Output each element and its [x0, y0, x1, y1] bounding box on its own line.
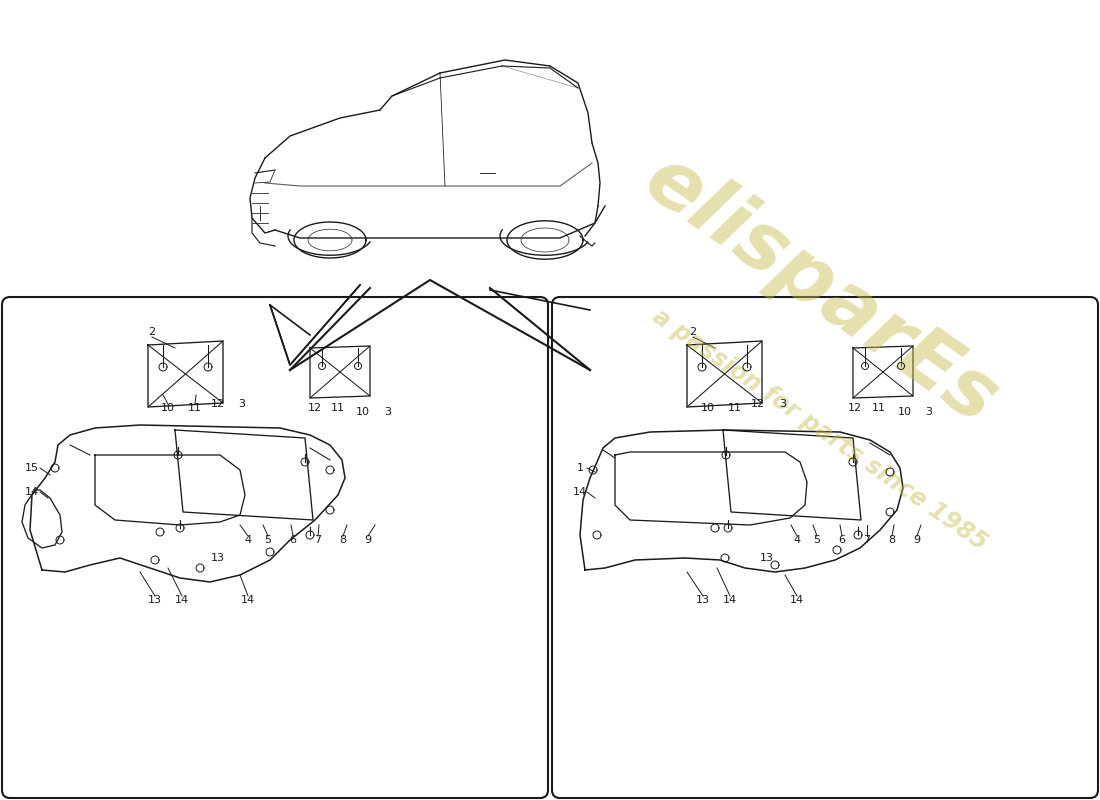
FancyBboxPatch shape — [552, 297, 1098, 798]
Text: 5: 5 — [814, 535, 821, 545]
Text: 11: 11 — [728, 403, 743, 413]
Text: 14: 14 — [25, 487, 40, 497]
Text: 13: 13 — [696, 595, 710, 605]
Text: 9: 9 — [913, 535, 921, 545]
Text: 3: 3 — [925, 407, 933, 417]
Text: 2: 2 — [148, 327, 155, 337]
Text: 7: 7 — [315, 535, 321, 545]
Text: 12: 12 — [211, 399, 226, 409]
Text: 6: 6 — [838, 535, 846, 545]
Text: 11: 11 — [331, 403, 345, 413]
Text: 14: 14 — [175, 595, 189, 605]
Text: 8: 8 — [889, 535, 895, 545]
Text: 3: 3 — [385, 407, 392, 417]
Text: 14: 14 — [723, 595, 737, 605]
Text: a passion for parts since 1985: a passion for parts since 1985 — [648, 305, 992, 555]
Text: 5: 5 — [264, 535, 272, 545]
Text: 11: 11 — [872, 403, 886, 413]
Text: 14: 14 — [573, 487, 587, 497]
Text: 3: 3 — [239, 399, 245, 409]
Text: 12: 12 — [308, 403, 322, 413]
Text: 13: 13 — [760, 553, 774, 563]
Text: 8: 8 — [340, 535, 346, 545]
Text: 7: 7 — [864, 535, 870, 545]
Text: 12: 12 — [751, 399, 766, 409]
Text: 13: 13 — [148, 595, 162, 605]
Text: 10: 10 — [701, 403, 715, 413]
Text: 2: 2 — [690, 327, 696, 337]
Text: 3: 3 — [780, 399, 786, 409]
Text: elisparEs: elisparEs — [629, 140, 1011, 440]
Text: 11: 11 — [188, 403, 202, 413]
Text: 6: 6 — [289, 535, 297, 545]
FancyBboxPatch shape — [2, 297, 548, 798]
Text: 10: 10 — [898, 407, 912, 417]
Text: 14: 14 — [241, 595, 255, 605]
Text: 4: 4 — [793, 535, 801, 545]
Text: 15: 15 — [25, 463, 39, 473]
Text: 10: 10 — [356, 407, 370, 417]
Text: 4: 4 — [244, 535, 252, 545]
Text: 10: 10 — [161, 403, 175, 413]
Text: 12: 12 — [848, 403, 862, 413]
Text: 9: 9 — [364, 535, 372, 545]
Text: 1: 1 — [576, 463, 583, 473]
Text: 13: 13 — [211, 553, 226, 563]
Text: 14: 14 — [790, 595, 804, 605]
